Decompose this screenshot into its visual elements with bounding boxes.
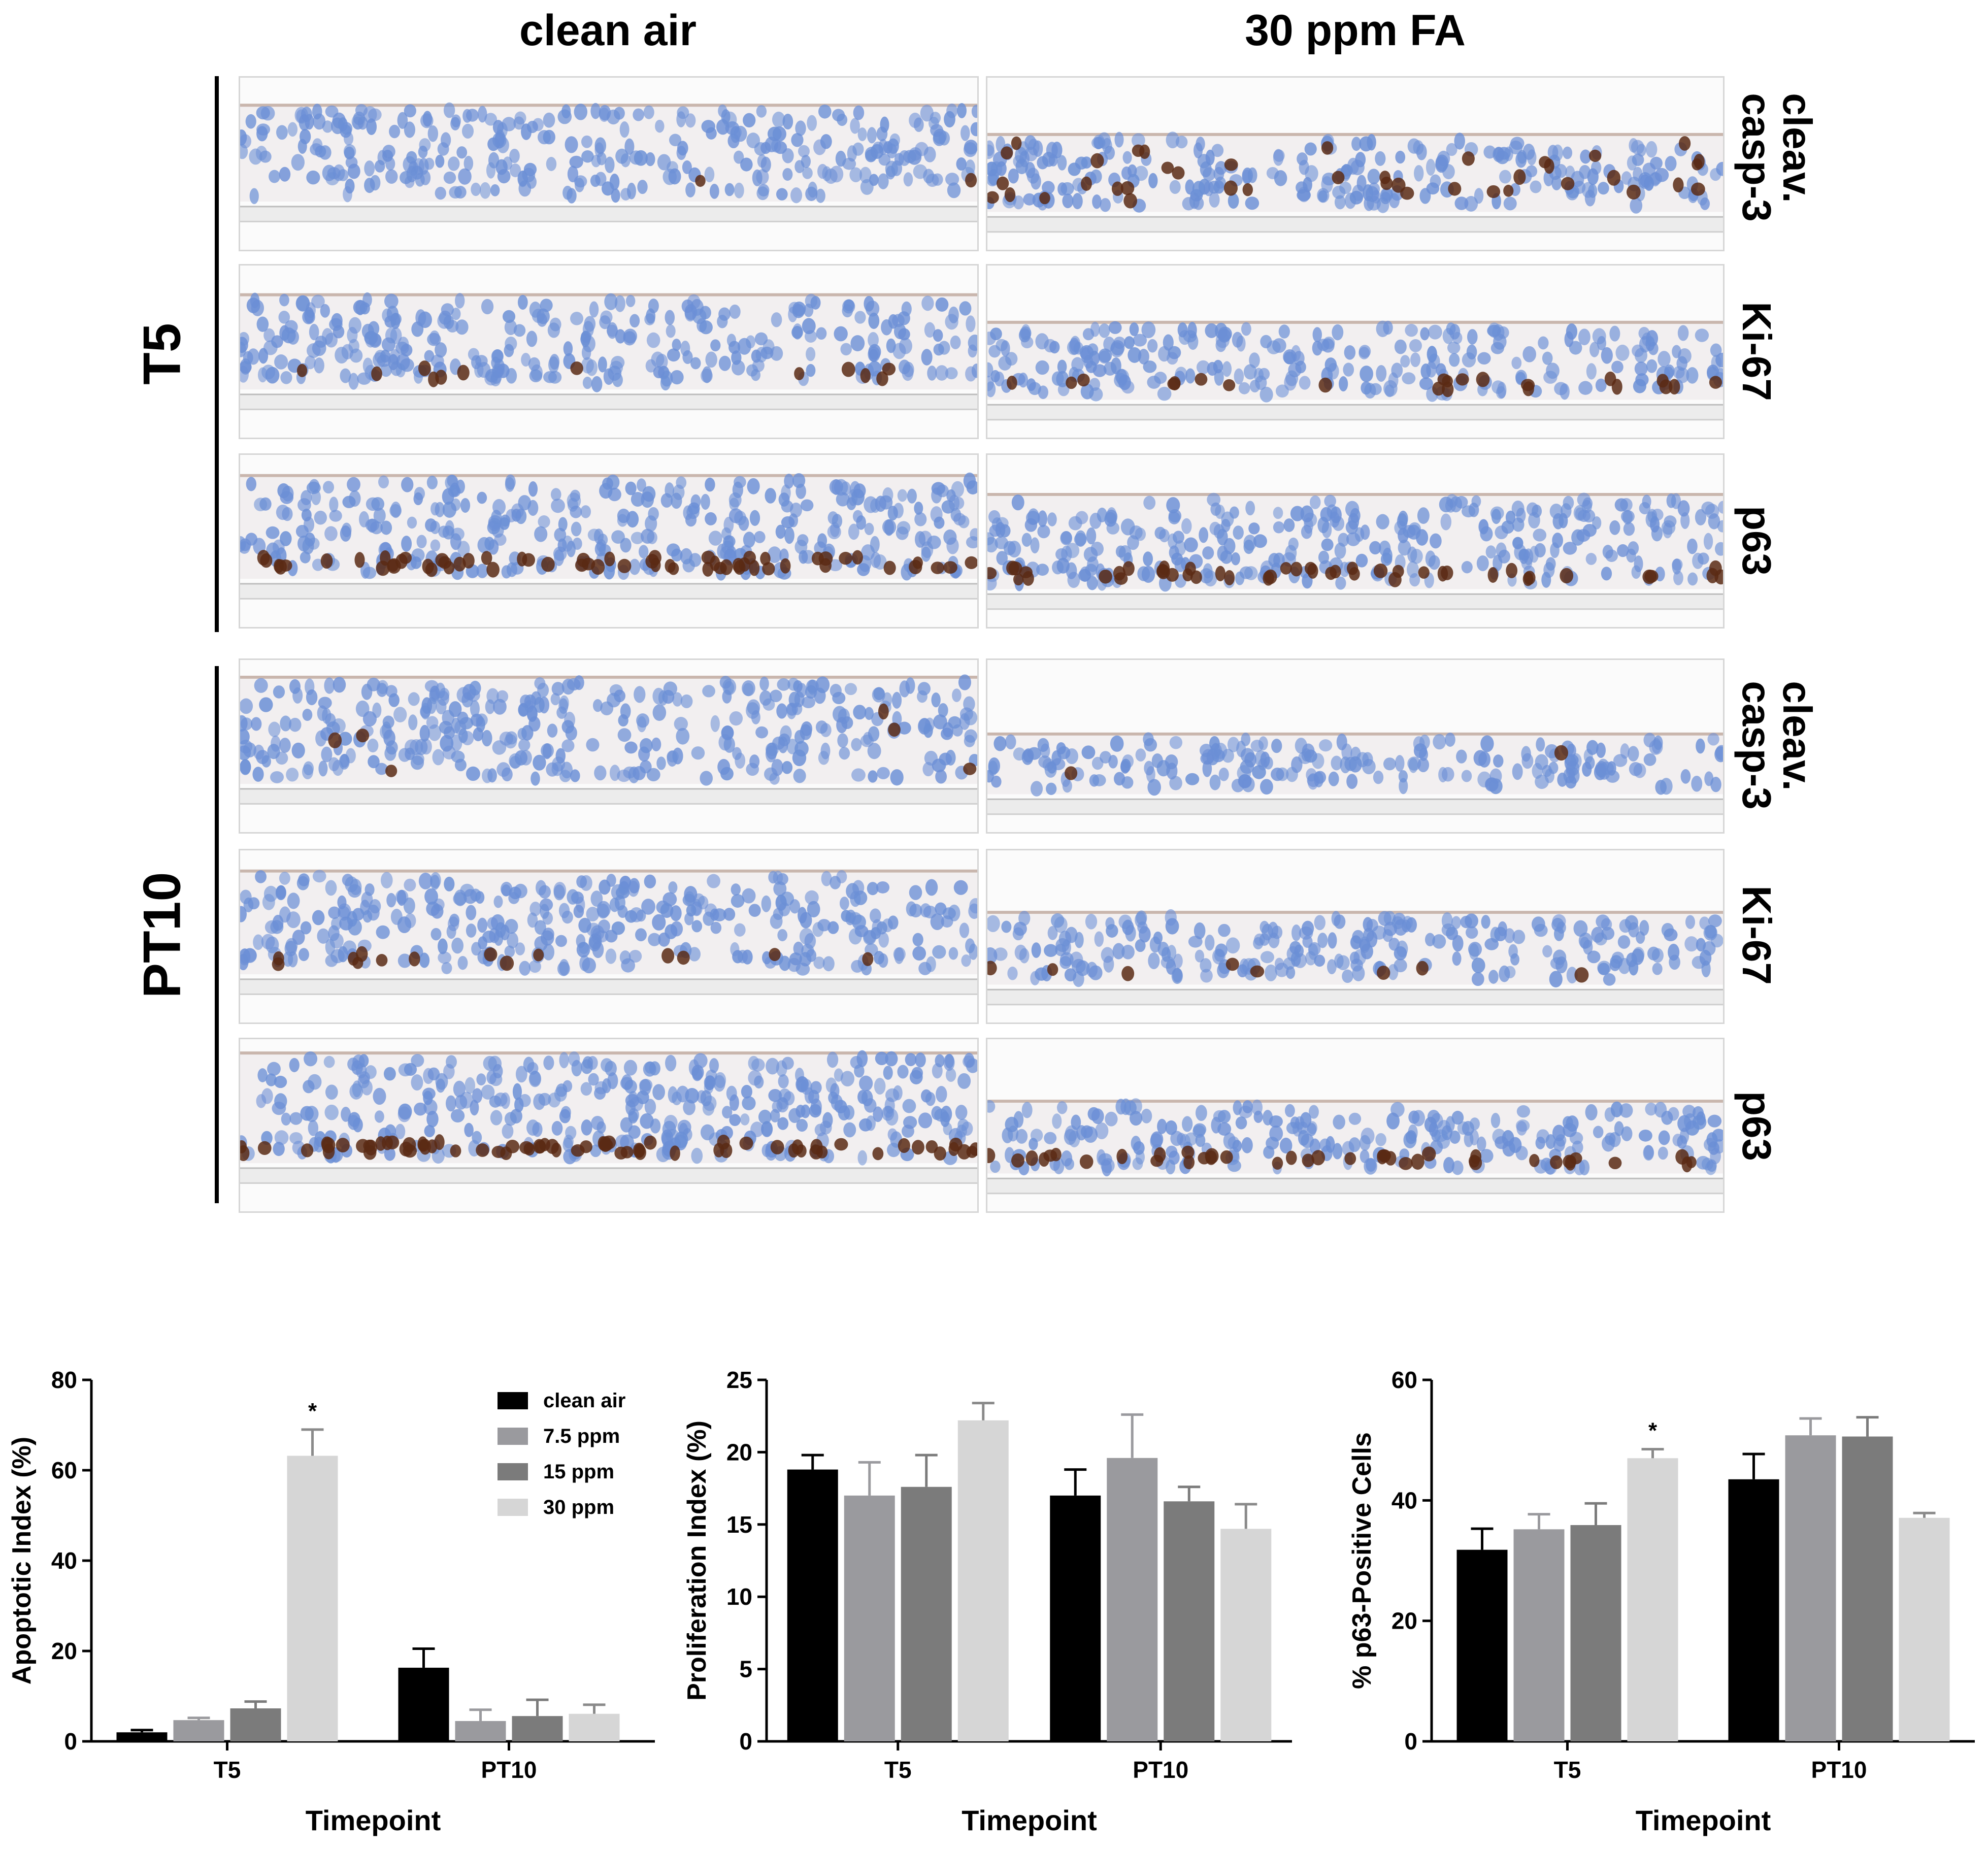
- y-tick-label: 80: [51, 1367, 77, 1393]
- legend-swatch: [498, 1463, 528, 1480]
- stain-label-pt10-casp3: cleav. casp-3: [1734, 681, 1820, 810]
- histology-panel-t5-casp3-30ppm: [986, 76, 1725, 251]
- x-tick-label: PT10: [1133, 1757, 1188, 1783]
- histology-panel-pt10-casp3-30ppm: [986, 658, 1725, 834]
- histology-panel-t5-p63-30ppm: [986, 453, 1725, 629]
- stain-label-line1: cleav.: [1775, 681, 1820, 791]
- stain-label-line2: casp-3: [1734, 93, 1779, 222]
- histology-panel-pt10-p63-clean-air: [239, 1038, 979, 1213]
- significance-marker: *: [308, 1399, 317, 1424]
- x-axis-label: Timepoint: [306, 1804, 441, 1836]
- bar: [1220, 1529, 1272, 1741]
- y-tick-label: 40: [51, 1547, 77, 1574]
- bar: [787, 1469, 838, 1741]
- column-header-30ppm-fa: 30 ppm FA: [1245, 6, 1466, 55]
- stain-label-line1: Ki-67: [1734, 885, 1779, 985]
- bar: [1570, 1525, 1621, 1741]
- x-tick-label: PT10: [1811, 1757, 1867, 1783]
- stain-label-pt10-p63: p63: [1734, 1091, 1779, 1161]
- x-tick-label: T5: [884, 1757, 912, 1783]
- legend-swatch: [498, 1499, 528, 1516]
- y-tick-label: 0: [64, 1728, 77, 1755]
- stain-label-t5-p63: p63: [1734, 506, 1779, 576]
- histology-panel-t5-casp3-clean-air: [239, 76, 979, 251]
- histology-panel-pt10-ki67-30ppm: [986, 849, 1725, 1024]
- row-header-t5: T5: [132, 323, 192, 385]
- stain-label-line1: p63: [1734, 506, 1779, 576]
- histology-panel-pt10-p63-30ppm: [986, 1038, 1725, 1213]
- y-tick-label: 60: [1391, 1367, 1417, 1393]
- y-tick-label: 20: [1391, 1608, 1417, 1634]
- bar: [1842, 1436, 1893, 1741]
- bar: [1050, 1495, 1101, 1741]
- bar: [287, 1456, 338, 1741]
- x-tick-label: T5: [1554, 1757, 1581, 1783]
- histology-panel-t5-ki67-30ppm: [986, 264, 1725, 439]
- bar: [230, 1708, 281, 1741]
- x-tick-label: PT10: [481, 1757, 537, 1783]
- y-axis-label: Proliferation Index (%): [682, 1420, 712, 1701]
- histology-panel-pt10-ki67-clean-air: [239, 849, 979, 1024]
- bar: [455, 1721, 506, 1741]
- bar: [1899, 1517, 1950, 1741]
- bar: [1728, 1479, 1779, 1741]
- y-tick-label: 25: [726, 1367, 752, 1393]
- stain-label-line1: Ki-67: [1734, 302, 1779, 401]
- stain-label-line2: casp-3: [1734, 681, 1779, 810]
- bar: [1107, 1458, 1158, 1741]
- stain-label-line1: p63: [1734, 1091, 1779, 1161]
- stain-label-line1: cleav.: [1775, 93, 1820, 203]
- y-tick-label: 20: [726, 1439, 752, 1465]
- bar: [957, 1420, 1009, 1741]
- stain-label-pt10-ki67: Ki-67: [1734, 885, 1779, 985]
- bar: [1164, 1501, 1215, 1741]
- bar: [1513, 1529, 1565, 1741]
- y-tick-label: 40: [1391, 1487, 1417, 1513]
- y-tick-label: 0: [739, 1728, 752, 1755]
- legend-swatch: [498, 1428, 528, 1445]
- bar: [1785, 1435, 1836, 1741]
- y-axis-label: Apoptotic Index (%): [7, 1437, 37, 1684]
- bar: [569, 1713, 620, 1741]
- histology-panel-t5-ki67-clean-air: [239, 264, 979, 439]
- row-header-pt10: PT10: [132, 872, 192, 999]
- proliferation-index-chart: 0 5 10 15 20 25 Proliferation Index (%) Timepoi…: [682, 1367, 1292, 1836]
- y-tick-label: 0: [1404, 1728, 1417, 1755]
- legend-swatch: [498, 1392, 528, 1409]
- stain-label-t5-casp3: cleav. casp-3: [1734, 93, 1820, 222]
- t5-group-bracket: [215, 76, 219, 632]
- x-tick-label: T5: [214, 1757, 241, 1783]
- legend-label: 7.5 ppm: [543, 1425, 620, 1447]
- significance-marker: *: [1648, 1418, 1658, 1443]
- y-tick-label: 60: [51, 1457, 77, 1483]
- y-axis-label: % p63-Positive Cells: [1347, 1432, 1377, 1689]
- histology-panel-pt10-casp3-clean-air: [239, 658, 979, 834]
- bar: [116, 1732, 168, 1741]
- column-header-clean-air: clean air: [519, 6, 697, 55]
- legend-label: 15 ppm: [543, 1461, 614, 1483]
- apoptotic-index-chart: 0 20 40 60 80 Apoptotic Index (%) Timepoint T5 P…: [7, 1367, 655, 1836]
- y-tick-label: 15: [726, 1511, 752, 1538]
- y-tick-label: 5: [739, 1656, 752, 1682]
- bar: [901, 1486, 952, 1741]
- pt10-group-bracket: [215, 666, 219, 1203]
- stain-label-t5-ki67: Ki-67: [1734, 302, 1779, 401]
- x-axis-label: Timepoint: [962, 1804, 1097, 1836]
- histology-panel-t5-p63-clean-air: [239, 453, 979, 629]
- bar: [844, 1495, 895, 1741]
- bar: [512, 1716, 563, 1741]
- bar: [398, 1667, 449, 1741]
- p63-positive-cells-chart: 0 20 40 60 % p63-Positive Cells Timepoint T5 PT…: [1347, 1367, 1975, 1836]
- x-axis-label: Timepoint: [1636, 1804, 1771, 1836]
- y-tick-label: 10: [726, 1583, 752, 1610]
- bar: [1456, 1549, 1508, 1741]
- bar: [173, 1720, 224, 1741]
- legend-label: 30 ppm: [543, 1496, 614, 1518]
- y-tick-label: 20: [51, 1638, 77, 1664]
- bar: [1627, 1458, 1678, 1741]
- legend-label: clean air: [543, 1390, 625, 1412]
